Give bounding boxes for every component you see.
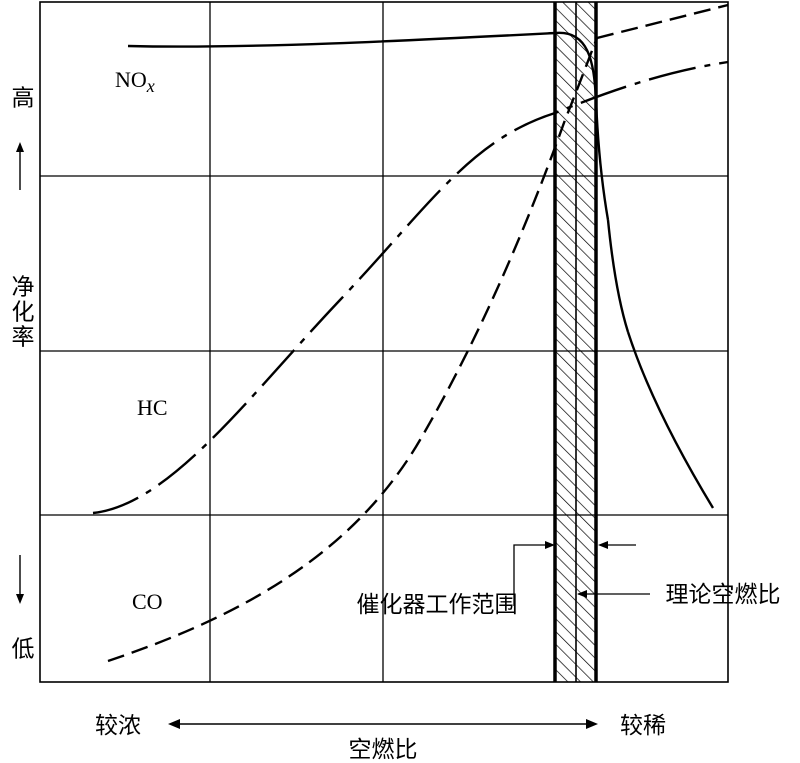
x-axis-lean-label: 较稀 (620, 713, 666, 739)
hc-curve (92, 60, 729, 515)
catalyst-window-label: 催化器工作范围 (357, 592, 518, 618)
x-axis-rich-label: 较浓 (95, 713, 141, 739)
y-axis-label: 净化率 (7, 275, 35, 350)
plot-grid (39, 1, 729, 683)
nox-curve-lean-branch (626, 331, 715, 509)
x-axis-label: 空燃比 (349, 737, 418, 763)
nox-curve-steep-drop (606, 219, 630, 333)
co-label: CO (132, 589, 163, 614)
y-axis-low-label: 低 (7, 637, 35, 660)
y-axis-up-arrow (16, 142, 24, 190)
nox-label: NOx (115, 67, 155, 96)
x-axis-double-arrow (168, 719, 598, 729)
catalyst-window-leader (513, 541, 636, 606)
catalyst-window-band (553, 2, 598, 682)
y-axis-down-arrow (16, 555, 24, 604)
y-axis-high-label: 高 (7, 86, 34, 109)
co-curve (107, 37, 599, 663)
nox-curve (127, 31, 610, 221)
stoichiometric-leader (577, 590, 650, 598)
plot-frame (39, 1, 729, 683)
hc-label: HC (137, 395, 168, 420)
co-curve-lean-branch (596, 3, 729, 40)
stoichiometric-label: 理论空燃比 (666, 582, 781, 608)
